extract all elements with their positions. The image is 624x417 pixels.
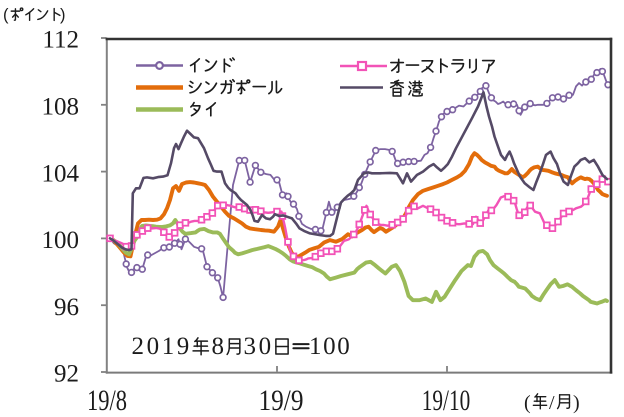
svg-text:100: 100 — [309, 333, 351, 360]
svg-text:8: 8 — [212, 333, 227, 360]
svg-text:19/9: 19/9 — [259, 385, 304, 417]
svg-text:2019: 2019 — [132, 333, 192, 360]
svg-text:100: 100 — [42, 227, 80, 254]
svg-text:92: 92 — [54, 361, 79, 388]
svg-text:30: 30 — [244, 333, 274, 360]
svg-text:19/8: 19/8 — [87, 385, 127, 417]
svg-text:(: ( — [3, 6, 9, 24]
svg-text:108: 108 — [42, 94, 80, 121]
svg-text:19/10: 19/10 — [422, 385, 471, 417]
svg-text:104: 104 — [42, 160, 80, 187]
svg-text:): ) — [573, 392, 580, 414]
svg-text:): ) — [60, 6, 66, 24]
svg-text:(: ( — [524, 392, 531, 414]
svg-text:/: / — [549, 392, 555, 414]
svg-text:96: 96 — [54, 294, 79, 321]
svg-text:112: 112 — [42, 27, 79, 54]
